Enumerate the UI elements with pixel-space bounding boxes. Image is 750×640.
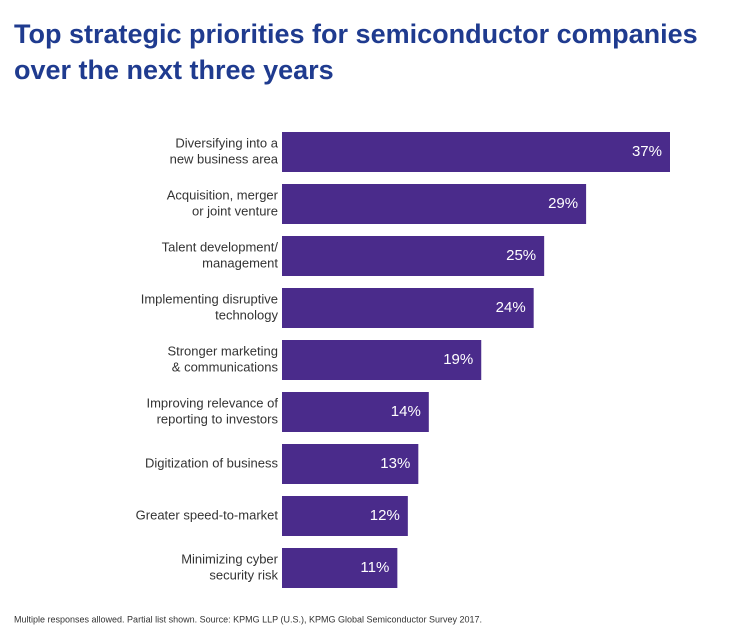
value-label: 37% xyxy=(632,143,662,160)
bar xyxy=(282,288,534,328)
bar xyxy=(282,548,398,588)
footnote: Multiple responses allowed. Partial list… xyxy=(14,614,482,624)
category-label: & communications xyxy=(172,359,279,374)
chart-title: over the next three years xyxy=(14,55,334,85)
category-label: or joint venture xyxy=(192,203,278,218)
category-label: Acquisition, merger xyxy=(167,187,279,202)
bar xyxy=(282,132,670,172)
category-label: Implementing disruptive xyxy=(141,291,278,306)
category-label: Diversifying into a xyxy=(175,135,278,150)
category-label: management xyxy=(202,255,278,270)
bar xyxy=(282,392,429,432)
bar xyxy=(282,184,587,224)
value-label: 14% xyxy=(391,403,421,420)
chart-title: Top strategic priorities for semiconduct… xyxy=(14,19,698,49)
category-label: Stronger marketing xyxy=(167,343,278,358)
value-label: 24% xyxy=(496,299,526,316)
category-label: security risk xyxy=(209,567,278,582)
category-label: Greater speed-to-market xyxy=(136,507,279,522)
value-label: 19% xyxy=(443,351,473,368)
bar xyxy=(282,444,419,484)
value-label: 25% xyxy=(506,247,536,264)
value-label: 11% xyxy=(360,559,389,576)
category-label: Digitization of business xyxy=(145,455,278,470)
category-label: technology xyxy=(215,307,278,322)
value-label: 13% xyxy=(380,455,410,472)
bar xyxy=(282,236,545,276)
category-label: reporting to investors xyxy=(157,411,279,426)
category-label: Improving relevance of xyxy=(146,395,278,410)
value-label: 29% xyxy=(548,195,578,212)
value-label: 12% xyxy=(370,507,400,524)
category-label: new business area xyxy=(170,151,279,166)
bar xyxy=(282,496,408,536)
category-label: Talent development/ xyxy=(162,239,279,254)
bar xyxy=(282,340,482,380)
category-label: Minimizing cyber xyxy=(181,551,278,566)
